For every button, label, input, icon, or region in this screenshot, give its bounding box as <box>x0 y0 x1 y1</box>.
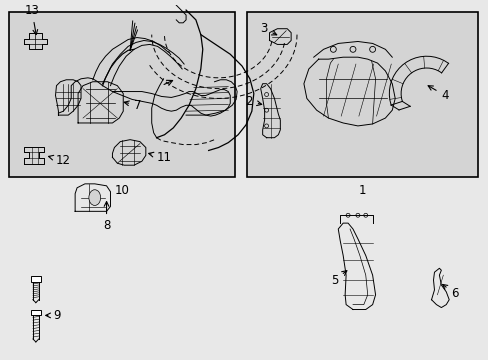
Ellipse shape <box>89 190 101 206</box>
Text: 5: 5 <box>330 271 346 287</box>
Text: 1: 1 <box>358 184 366 197</box>
Text: 11: 11 <box>148 151 171 164</box>
Bar <box>31 310 41 315</box>
Text: 2: 2 <box>245 95 261 108</box>
Bar <box>246 12 477 177</box>
Text: 4: 4 <box>427 86 448 102</box>
Text: 8: 8 <box>102 202 110 232</box>
Bar <box>9 12 235 177</box>
Text: 13: 13 <box>24 4 40 35</box>
Text: 3: 3 <box>260 22 276 35</box>
Text: 10: 10 <box>115 184 129 197</box>
Text: 12: 12 <box>48 154 70 167</box>
Bar <box>31 276 41 282</box>
Text: 7: 7 <box>124 99 141 112</box>
Text: 9: 9 <box>46 309 61 322</box>
Text: 6: 6 <box>442 284 458 300</box>
